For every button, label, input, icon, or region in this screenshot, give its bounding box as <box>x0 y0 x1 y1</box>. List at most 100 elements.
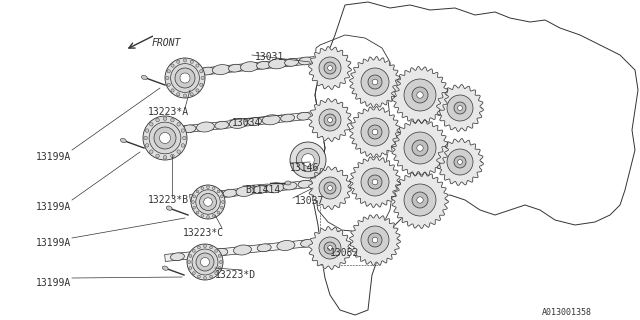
Polygon shape <box>308 167 351 209</box>
Ellipse shape <box>283 182 297 190</box>
Polygon shape <box>349 156 401 207</box>
Circle shape <box>210 246 212 249</box>
Circle shape <box>191 185 225 219</box>
Circle shape <box>200 194 216 211</box>
Circle shape <box>361 68 389 96</box>
Circle shape <box>192 249 218 275</box>
Circle shape <box>204 276 207 279</box>
Circle shape <box>361 118 389 146</box>
Circle shape <box>145 129 149 132</box>
Text: 13146: 13146 <box>290 163 319 173</box>
Circle shape <box>201 214 204 217</box>
Circle shape <box>404 132 436 164</box>
Circle shape <box>144 136 147 140</box>
Ellipse shape <box>285 59 299 66</box>
Circle shape <box>193 206 196 209</box>
Circle shape <box>143 116 187 160</box>
Ellipse shape <box>234 245 252 255</box>
Circle shape <box>175 68 195 88</box>
Circle shape <box>218 267 221 269</box>
Circle shape <box>372 79 378 85</box>
Circle shape <box>296 148 320 172</box>
Circle shape <box>361 226 389 254</box>
Circle shape <box>319 237 341 259</box>
Circle shape <box>220 195 223 198</box>
Circle shape <box>184 94 187 97</box>
Circle shape <box>290 142 326 178</box>
Ellipse shape <box>193 193 207 201</box>
Circle shape <box>200 258 209 267</box>
Ellipse shape <box>297 112 311 120</box>
Circle shape <box>198 246 200 249</box>
Circle shape <box>204 198 212 206</box>
Ellipse shape <box>196 122 214 132</box>
Circle shape <box>212 187 215 189</box>
Circle shape <box>319 109 341 131</box>
Ellipse shape <box>241 62 259 72</box>
Circle shape <box>417 197 423 203</box>
Circle shape <box>177 150 180 154</box>
Circle shape <box>150 150 153 154</box>
Circle shape <box>190 93 193 96</box>
Circle shape <box>417 145 423 151</box>
Circle shape <box>328 246 332 250</box>
Circle shape <box>200 70 203 73</box>
Circle shape <box>200 83 203 86</box>
Circle shape <box>368 75 382 89</box>
Circle shape <box>145 144 149 147</box>
Polygon shape <box>349 215 401 266</box>
Polygon shape <box>436 139 483 185</box>
Polygon shape <box>392 172 449 228</box>
Circle shape <box>166 76 169 80</box>
Circle shape <box>220 206 223 209</box>
Circle shape <box>193 195 196 198</box>
Circle shape <box>417 92 423 98</box>
Circle shape <box>220 260 222 263</box>
Circle shape <box>319 57 341 79</box>
Ellipse shape <box>223 189 237 197</box>
Circle shape <box>177 60 180 63</box>
Text: 13223*D: 13223*D <box>215 270 256 280</box>
Polygon shape <box>349 57 401 108</box>
Circle shape <box>171 64 174 67</box>
Ellipse shape <box>277 241 295 251</box>
Circle shape <box>217 211 220 214</box>
Text: 13034: 13034 <box>232 118 261 128</box>
Circle shape <box>412 140 428 156</box>
Circle shape <box>324 182 336 194</box>
Circle shape <box>171 64 200 92</box>
Text: 13199A: 13199A <box>36 202 71 212</box>
Circle shape <box>458 106 462 110</box>
Polygon shape <box>189 180 316 202</box>
Circle shape <box>181 144 185 147</box>
Circle shape <box>156 118 159 122</box>
Circle shape <box>324 62 336 74</box>
Circle shape <box>221 201 225 204</box>
Circle shape <box>171 89 174 92</box>
Text: 13199A: 13199A <box>36 238 71 248</box>
Text: 13052: 13052 <box>330 248 360 258</box>
Circle shape <box>404 184 436 216</box>
Ellipse shape <box>257 244 271 252</box>
Circle shape <box>218 254 221 257</box>
Ellipse shape <box>280 114 294 122</box>
Circle shape <box>196 89 199 92</box>
Circle shape <box>447 149 473 175</box>
Circle shape <box>404 79 436 111</box>
Text: B11414: B11414 <box>245 185 280 195</box>
Polygon shape <box>178 112 316 133</box>
Polygon shape <box>308 47 351 89</box>
Circle shape <box>188 260 191 263</box>
Polygon shape <box>198 57 316 76</box>
Ellipse shape <box>120 138 126 143</box>
Ellipse shape <box>141 75 147 80</box>
Circle shape <box>301 154 314 166</box>
Ellipse shape <box>269 59 287 69</box>
Text: 13031: 13031 <box>255 52 284 62</box>
Circle shape <box>189 267 192 269</box>
Text: 13223*A: 13223*A <box>148 107 189 117</box>
Circle shape <box>196 190 220 214</box>
Circle shape <box>324 242 336 254</box>
Ellipse shape <box>166 206 172 210</box>
Polygon shape <box>349 107 401 157</box>
